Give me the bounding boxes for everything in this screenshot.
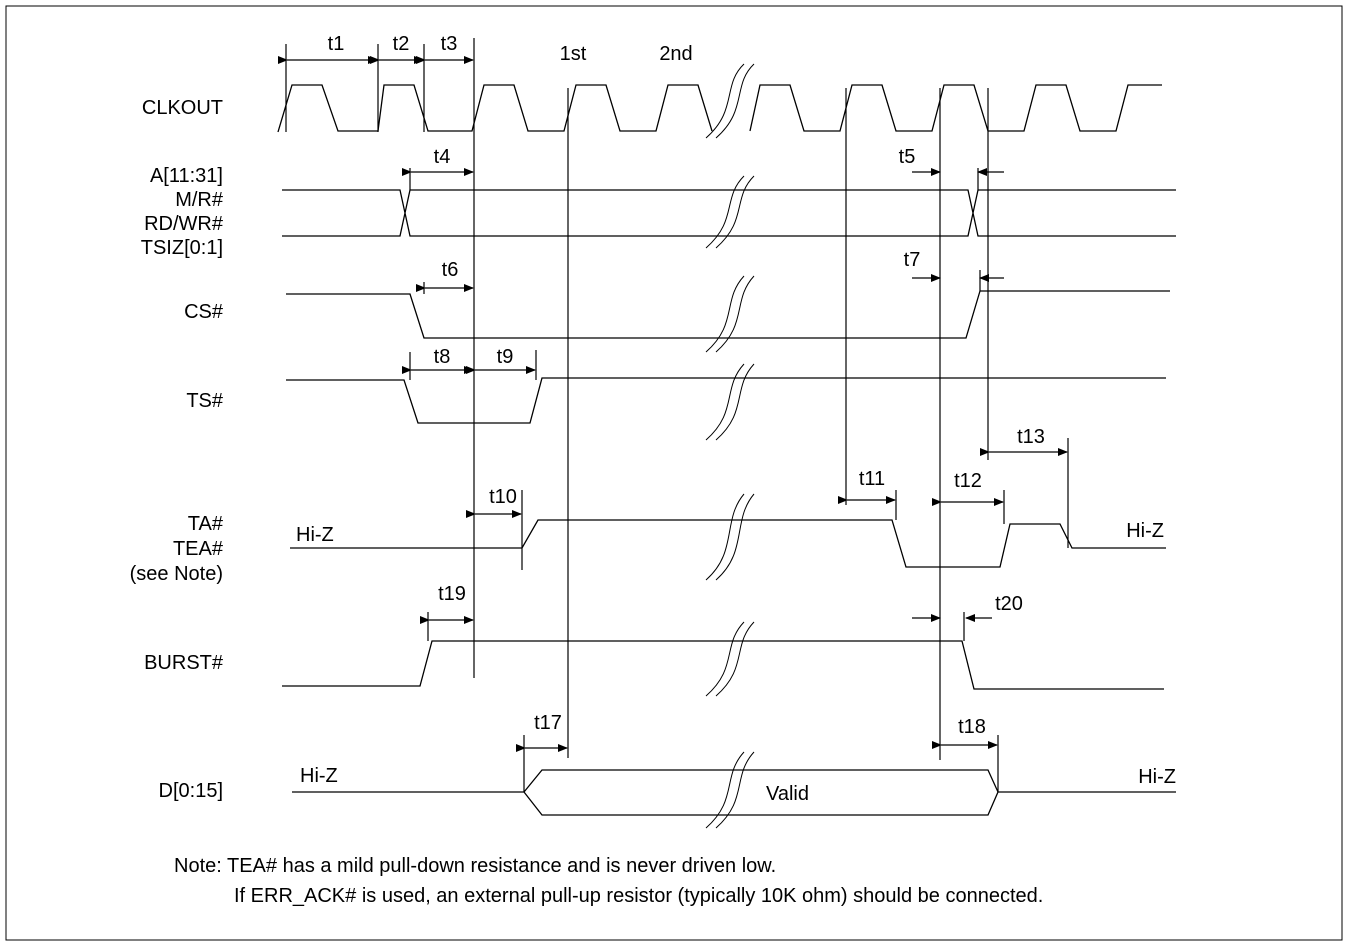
label-t3: t3 bbox=[441, 33, 458, 55]
label-addr-a: A[11:31] bbox=[150, 165, 223, 187]
label-t19: t19 bbox=[438, 583, 466, 605]
label-t1: t1 bbox=[328, 33, 345, 55]
label-t10: t10 bbox=[489, 486, 517, 508]
label-cs: CS# bbox=[184, 301, 224, 323]
label-2nd-clock: 2nd bbox=[659, 43, 692, 65]
label-clkout: CLKOUT bbox=[142, 97, 223, 119]
label-t7: t7 bbox=[904, 249, 921, 271]
label-ts: TS# bbox=[186, 390, 224, 412]
label-data: D[0:15] bbox=[159, 780, 223, 802]
label-t12: t12 bbox=[954, 470, 982, 492]
ta-waveform bbox=[290, 519, 1166, 568]
label-t8: t8 bbox=[434, 346, 451, 368]
diagram-border bbox=[5, 5, 1343, 941]
label-ta-hiz-right: Hi-Z bbox=[1126, 520, 1164, 542]
label-t5: t5 bbox=[899, 146, 916, 168]
data-bus-waveform bbox=[292, 769, 1176, 816]
label-t2: t2 bbox=[393, 33, 410, 55]
note-line-2: If ERR_ACK# is used, an external pull-up… bbox=[234, 885, 1043, 907]
label-burst: BURST# bbox=[144, 652, 224, 674]
label-t11: t11 bbox=[859, 468, 885, 490]
time-break-marks bbox=[705, 63, 755, 829]
label-t18: t18 bbox=[958, 716, 986, 738]
cs-waveform bbox=[286, 290, 1170, 339]
label-t9: t9 bbox=[497, 346, 514, 368]
label-t17: t17 bbox=[534, 712, 562, 734]
label-ta-hiz-left: Hi-Z bbox=[296, 524, 334, 546]
label-addr-mr: M/R# bbox=[175, 189, 224, 211]
clkout-waveform bbox=[277, 84, 1162, 133]
addr-bus-waveform bbox=[282, 189, 1176, 237]
label-t13: t13 bbox=[1017, 426, 1045, 448]
label-see-note: (see Note) bbox=[130, 563, 223, 585]
label-data-hiz-left: Hi-Z bbox=[300, 765, 338, 787]
label-addr-tsiz: TSIZ[0:1] bbox=[141, 237, 223, 259]
label-t4: t4 bbox=[434, 146, 451, 168]
label-data-valid: Valid bbox=[766, 783, 809, 805]
timing-arrows bbox=[278, 56, 1068, 752]
label-addr-rdwr: RD/WR# bbox=[144, 213, 224, 235]
label-1st-clock: 1st bbox=[560, 43, 587, 65]
label-t6: t6 bbox=[442, 259, 459, 281]
label-ta: TA# bbox=[188, 513, 224, 535]
ts-waveform bbox=[286, 377, 1166, 424]
label-data-hiz-right: Hi-Z bbox=[1138, 766, 1176, 788]
burst-waveform bbox=[282, 640, 1164, 690]
note-line-1: Note: TEA# has a mild pull-down resistan… bbox=[174, 855, 776, 877]
label-tea: TEA# bbox=[173, 538, 224, 560]
reference-lines bbox=[285, 38, 1069, 792]
label-t20: t20 bbox=[995, 593, 1023, 615]
